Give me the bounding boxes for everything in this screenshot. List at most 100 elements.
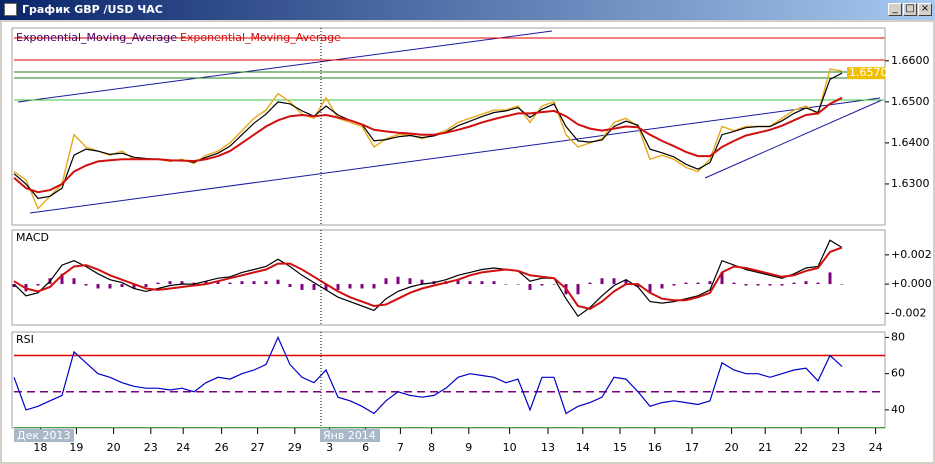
x-tick-label: 10 — [503, 441, 517, 454]
y-tick-label: +0.000 — [891, 277, 932, 290]
histogram-bar — [600, 278, 604, 285]
histogram-bar — [168, 281, 172, 285]
x-tick-label: 6 — [362, 441, 369, 454]
histogram-bar — [576, 284, 580, 295]
series-line — [13, 246, 843, 310]
histogram-bar — [156, 282, 160, 285]
x-tick-label: 24 — [176, 441, 190, 454]
chart: 1.6300 1.6400 1.6500 1.6600 Exponential_Movi… — [2, 22, 933, 462]
histogram-bar — [396, 276, 400, 285]
histogram-bar — [756, 284, 760, 286]
x-tick-label: 20 — [725, 441, 739, 454]
histogram-bar — [420, 279, 424, 285]
y-tick-label: 1.6300 — [891, 177, 930, 190]
y-tick-label: 1.6600 — [891, 54, 930, 67]
x-tick-label: 15 — [613, 441, 627, 454]
histogram-bar — [636, 284, 640, 287]
histogram-bar — [720, 272, 724, 285]
minimize-button[interactable]: _ — [888, 3, 902, 16]
histogram-bar — [684, 282, 688, 285]
close-button[interactable]: × — [918, 3, 932, 16]
x-tick-label: 27 — [251, 441, 265, 454]
histogram-bar — [528, 284, 532, 290]
histogram-bar — [744, 284, 748, 286]
histogram-bar — [792, 282, 796, 285]
panel — [13, 68, 843, 210]
histogram-bar — [180, 281, 184, 285]
histogram-bar — [816, 282, 820, 285]
panel-title: RSI — [16, 333, 34, 346]
x-tick-label: 23 — [144, 441, 158, 454]
y-tick-label: 40 — [891, 403, 905, 416]
histogram-bar — [480, 281, 484, 285]
legend-entry: Exponential_Moving_Average — [16, 31, 177, 44]
histogram-bar — [660, 284, 664, 289]
histogram-bar — [612, 278, 616, 285]
panel-frame — [11, 229, 886, 326]
last-price-box — [847, 67, 885, 80]
histogram-bar — [216, 281, 220, 285]
trend-line — [29, 97, 881, 214]
histogram-bar — [252, 281, 256, 285]
window-title: График GBP /USD ЧАС — [22, 3, 163, 16]
x-tick-label: 23 — [831, 441, 845, 454]
histogram-bar — [276, 279, 280, 285]
histogram-bar — [132, 284, 136, 289]
histogram-bar — [72, 278, 76, 285]
x-tick-label: 3 — [326, 441, 333, 454]
month-label: Янв 2014 — [323, 429, 376, 442]
histogram-bar — [624, 279, 628, 285]
histogram-bar — [12, 284, 16, 287]
y-tick-label: 80 — [891, 330, 905, 343]
panel-frame — [11, 27, 886, 226]
x-tick-label: 13 — [541, 441, 555, 454]
trend-line — [17, 30, 553, 103]
panel-title: MACD — [16, 231, 49, 244]
histogram-bar — [492, 281, 496, 285]
x-tick-label: 21 — [758, 441, 772, 454]
panel — [12, 239, 844, 318]
y-tick-label: -0.002 — [891, 306, 926, 319]
histogram-bar — [552, 284, 556, 285]
series-line — [13, 335, 843, 415]
histogram-bar — [648, 284, 652, 293]
histogram-bar — [204, 281, 208, 285]
x-tick-label: 22 — [794, 441, 808, 454]
histogram-bar — [732, 282, 736, 285]
last-price-label: 1.6570 — [849, 66, 888, 79]
histogram-bar — [672, 284, 676, 286]
histogram-bar — [228, 282, 232, 285]
histogram-bar — [804, 281, 808, 285]
histogram-bar — [588, 282, 592, 285]
y-tick-label: 1.6400 — [891, 136, 930, 149]
x-tick-label: 9 — [465, 441, 472, 454]
trend-line — [704, 99, 883, 179]
histogram-bar — [36, 284, 40, 286]
histogram-bar — [84, 284, 88, 286]
histogram-bar — [360, 284, 364, 289]
x-tick-label: 14 — [576, 441, 590, 454]
month-label: Дек 2013 — [17, 429, 71, 442]
y-tick-label: 60 — [891, 367, 905, 380]
month-box — [14, 429, 74, 442]
histogram-bar — [336, 284, 340, 290]
histogram-bar — [840, 284, 844, 285]
series-line — [13, 96, 843, 194]
month-box — [320, 429, 380, 442]
x-tick-label: 20 — [107, 441, 121, 454]
x-tick-label: 26 — [215, 441, 229, 454]
histogram-bar — [60, 273, 64, 285]
histogram-bar — [768, 284, 772, 286]
histogram-bar — [240, 281, 244, 285]
histogram-bar — [120, 284, 124, 287]
histogram-bar — [264, 281, 268, 285]
y-tick-label: +0.002 — [891, 248, 932, 261]
maximize-button[interactable]: □ — [903, 3, 917, 16]
histogram-bar — [312, 284, 316, 290]
legend-entry: Exponential_Moving_Average — [180, 31, 341, 44]
x-tick-label: 19 — [69, 441, 83, 454]
x-tick-label: 16 — [648, 441, 662, 454]
histogram-bar — [192, 282, 196, 285]
histogram-bar — [408, 278, 412, 285]
histogram-bar — [780, 284, 784, 286]
